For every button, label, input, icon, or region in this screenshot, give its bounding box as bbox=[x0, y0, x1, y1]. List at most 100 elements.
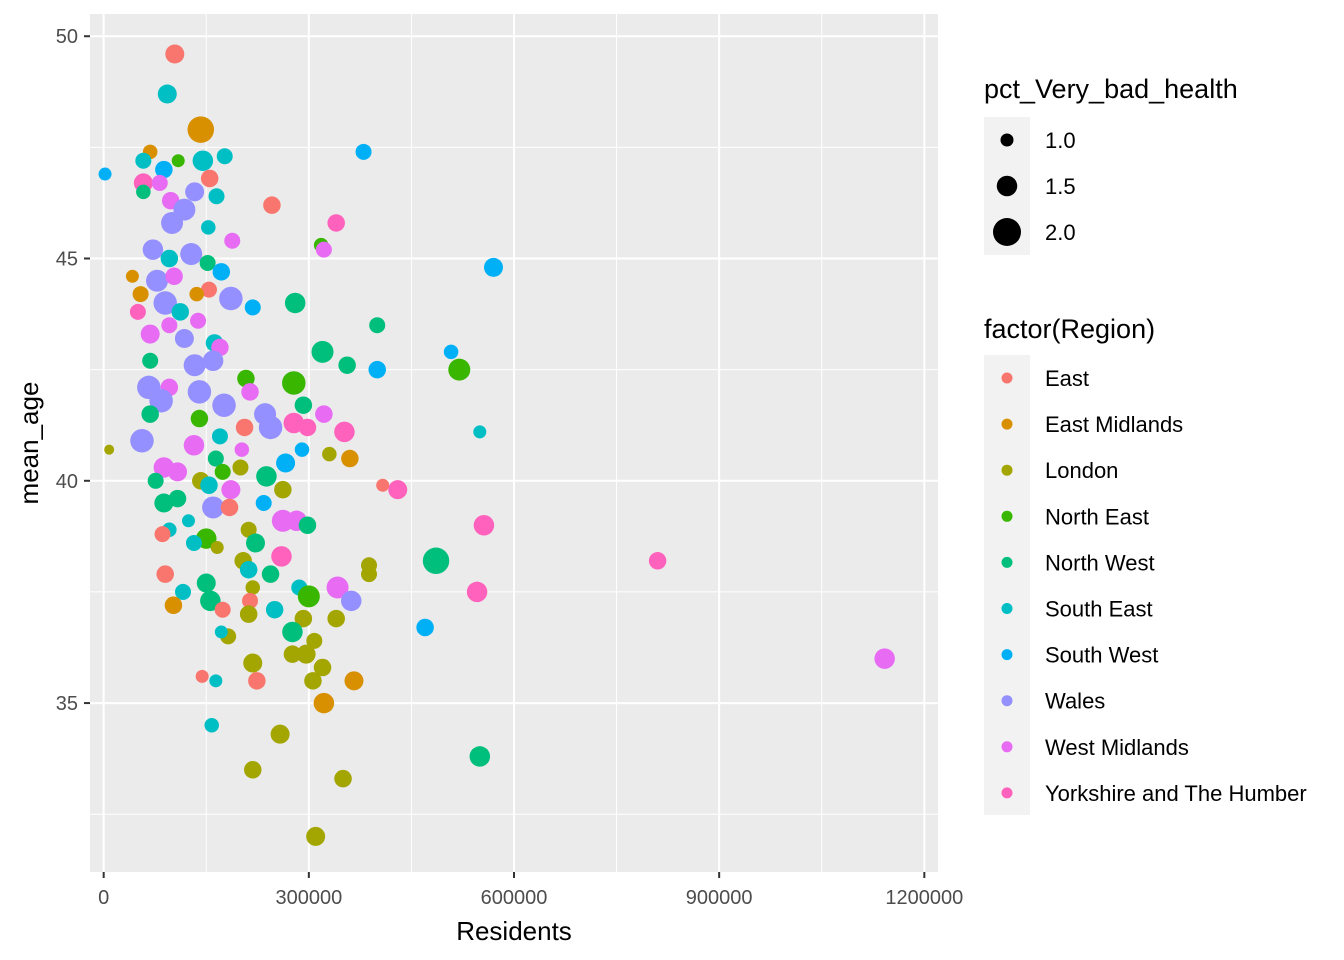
data-point bbox=[140, 324, 160, 344]
data-point bbox=[168, 462, 188, 482]
data-point bbox=[199, 254, 216, 271]
size-legend-label: 1.5 bbox=[1045, 174, 1076, 199]
data-point bbox=[214, 601, 231, 618]
data-point bbox=[340, 590, 362, 612]
data-point bbox=[282, 621, 303, 643]
data-point bbox=[201, 220, 216, 235]
data-point bbox=[483, 257, 503, 277]
size-legend: pct_Very_bad_health 1.0 1.5 2.0 bbox=[984, 74, 1238, 255]
data-point bbox=[187, 380, 212, 404]
data-point bbox=[313, 692, 335, 714]
data-point bbox=[271, 546, 292, 567]
data-point bbox=[195, 669, 209, 683]
data-point bbox=[276, 453, 296, 473]
data-point bbox=[243, 653, 263, 673]
data-point bbox=[327, 214, 345, 232]
data-point bbox=[183, 434, 205, 456]
color-legend-label: London bbox=[1045, 458, 1118, 483]
data-point bbox=[214, 625, 228, 639]
data-point bbox=[208, 188, 225, 205]
color-legend-label: South East bbox=[1045, 597, 1153, 622]
color-legend: factor(Region) East East Midlands London No… bbox=[984, 314, 1307, 815]
data-point bbox=[297, 585, 320, 608]
data-point bbox=[192, 150, 214, 171]
data-point bbox=[315, 241, 332, 258]
data-point bbox=[248, 672, 266, 690]
data-point bbox=[211, 428, 228, 445]
data-point bbox=[196, 573, 216, 593]
color-legend-title: factor(Region) bbox=[984, 314, 1155, 344]
color-legend-label: East bbox=[1045, 366, 1089, 391]
size-legend-key bbox=[993, 218, 1021, 246]
color-legend-label: North East bbox=[1045, 504, 1149, 529]
data-point bbox=[239, 560, 258, 579]
data-point bbox=[327, 609, 345, 628]
data-point bbox=[161, 317, 178, 334]
x-axis: 0 300000 600000 900000 1200000 bbox=[98, 872, 963, 909]
color-legend-key bbox=[1001, 741, 1013, 753]
data-point bbox=[874, 648, 895, 669]
data-point bbox=[154, 493, 174, 513]
size-legend-title: pct_Very_bad_health bbox=[984, 74, 1238, 104]
data-point bbox=[241, 383, 259, 401]
data-point bbox=[416, 618, 434, 637]
data-point bbox=[204, 718, 219, 733]
color-legend-label: Yorkshire and The Humber bbox=[1045, 781, 1307, 806]
data-point bbox=[338, 356, 356, 374]
data-point bbox=[224, 232, 241, 249]
data-point bbox=[283, 645, 302, 663]
data-point bbox=[265, 600, 284, 619]
data-point bbox=[235, 418, 254, 437]
data-point bbox=[361, 566, 378, 583]
y-tick-label: 45 bbox=[56, 249, 78, 271]
data-point bbox=[171, 303, 190, 321]
data-point bbox=[298, 418, 317, 437]
data-point bbox=[326, 576, 349, 599]
data-point bbox=[142, 352, 159, 369]
data-point bbox=[125, 269, 139, 283]
data-point bbox=[161, 211, 184, 234]
data-point bbox=[313, 658, 332, 677]
data-point bbox=[185, 182, 205, 202]
y-tick-label: 50 bbox=[56, 26, 78, 48]
data-point bbox=[157, 84, 177, 104]
color-legend-key bbox=[1001, 695, 1013, 707]
data-point bbox=[168, 489, 187, 508]
data-point bbox=[322, 446, 337, 462]
x-tick-label: 0 bbox=[98, 887, 109, 909]
data-point bbox=[180, 243, 203, 266]
color-legend-key bbox=[1001, 418, 1013, 430]
size-legend-label: 2.0 bbox=[1045, 220, 1076, 245]
data-point bbox=[255, 495, 272, 512]
data-point bbox=[185, 535, 202, 552]
data-point bbox=[219, 286, 243, 311]
x-tick-label: 600000 bbox=[481, 887, 548, 909]
data-point bbox=[473, 425, 487, 439]
data-point bbox=[154, 526, 171, 543]
data-point bbox=[448, 358, 471, 381]
color-legend-label: North West bbox=[1045, 550, 1155, 575]
data-point bbox=[294, 442, 310, 457]
y-axis: 35 40 45 50 bbox=[56, 26, 90, 715]
data-point bbox=[216, 148, 233, 165]
data-point bbox=[209, 674, 223, 688]
data-point bbox=[142, 239, 164, 260]
data-point bbox=[212, 393, 236, 417]
y-axis-title: mean_age bbox=[14, 382, 44, 505]
data-point bbox=[258, 415, 283, 440]
data-point bbox=[141, 405, 159, 423]
data-point bbox=[306, 826, 326, 846]
data-point bbox=[466, 581, 488, 603]
data-point bbox=[146, 269, 169, 292]
color-legend-key bbox=[1001, 787, 1013, 799]
data-point bbox=[270, 724, 290, 744]
data-point bbox=[202, 350, 224, 372]
data-point bbox=[171, 154, 185, 168]
data-point bbox=[181, 514, 195, 528]
data-point bbox=[221, 480, 241, 500]
data-point bbox=[147, 472, 164, 489]
data-point bbox=[129, 303, 146, 320]
data-point bbox=[164, 596, 183, 615]
data-point bbox=[149, 389, 173, 413]
